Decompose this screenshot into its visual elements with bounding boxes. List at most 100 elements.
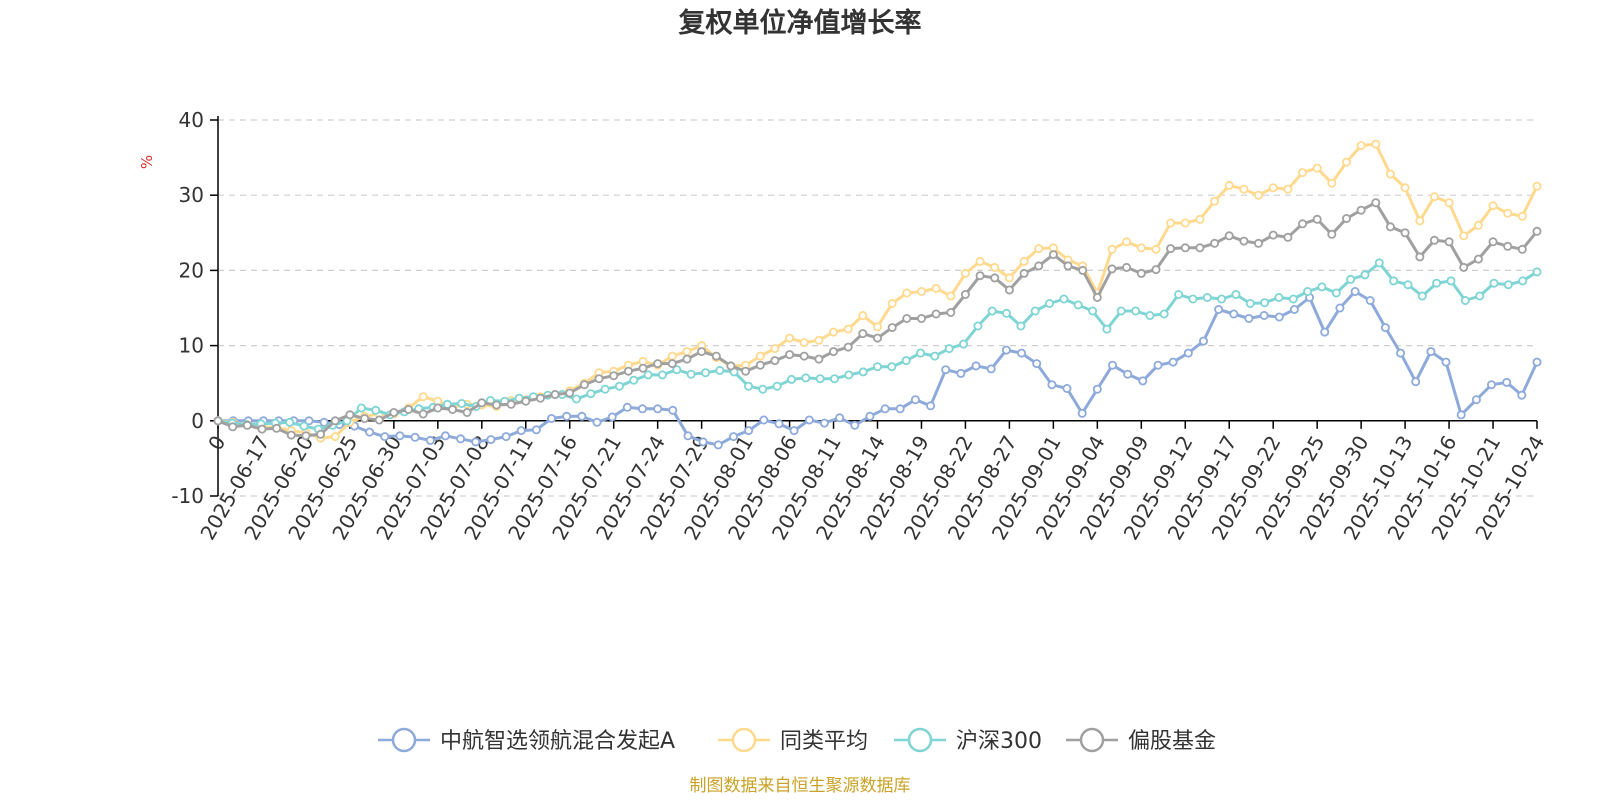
data-point <box>1019 256 1029 266</box>
data-point <box>607 412 617 422</box>
data-point <box>1400 183 1410 193</box>
data-point <box>1488 201 1498 211</box>
data-point <box>1487 380 1497 390</box>
data-point <box>389 407 399 417</box>
data-point <box>374 415 384 425</box>
data-point <box>1460 295 1470 305</box>
data-point <box>1145 310 1155 320</box>
data-point <box>1532 181 1542 191</box>
data-point <box>257 424 267 434</box>
data-point <box>830 374 840 384</box>
data-point <box>1268 183 1278 193</box>
data-point <box>486 435 496 445</box>
data-point <box>1432 278 1442 288</box>
data-point <box>804 415 814 425</box>
data-point <box>638 363 648 373</box>
data-point <box>1136 243 1146 253</box>
data-point <box>1356 205 1366 215</box>
data-point <box>755 351 765 361</box>
legend-item[interactable]: 偏股基金 <box>1066 727 1216 754</box>
data-point <box>829 327 839 337</box>
data-point <box>946 307 956 317</box>
data-point <box>1183 348 1193 358</box>
data-point <box>395 431 405 441</box>
data-point <box>1371 139 1381 149</box>
data-point <box>506 399 516 409</box>
x-tick-label: 0 <box>203 431 230 454</box>
data-point <box>1195 243 1205 253</box>
legend-item[interactable]: 同类平均 <box>718 727 868 754</box>
data-point <box>653 359 663 369</box>
data-point <box>1426 347 1436 357</box>
data-point <box>755 360 765 370</box>
data-point <box>1400 228 1410 238</box>
legend-label: 沪深300 <box>956 729 1042 754</box>
data-point <box>1032 359 1042 369</box>
data-point <box>843 324 853 334</box>
data-point <box>447 404 457 414</box>
data-point <box>1532 357 1542 367</box>
data-point <box>1102 324 1112 334</box>
data-point <box>698 437 708 447</box>
data-point <box>1002 308 1012 318</box>
data-point <box>1475 291 1485 301</box>
data-point <box>1415 216 1425 226</box>
legend-item[interactable]: 沪深300 <box>894 727 1042 754</box>
data-point <box>744 426 754 436</box>
data-point <box>1327 229 1337 239</box>
data-point <box>1298 219 1308 229</box>
data-point <box>1288 294 1298 304</box>
data-point <box>843 342 853 352</box>
data-point <box>345 410 355 420</box>
data-point <box>462 407 472 417</box>
data-point <box>1202 292 1212 302</box>
data-point <box>571 394 581 404</box>
data-point <box>1518 276 1528 286</box>
data-point <box>895 404 905 414</box>
data-point <box>1331 288 1341 298</box>
data-point <box>1092 292 1102 302</box>
data-point <box>865 411 875 421</box>
data-point <box>901 356 911 366</box>
data-point <box>711 351 721 361</box>
data-point <box>975 271 985 281</box>
data-point <box>418 392 428 402</box>
data-point <box>1283 184 1293 194</box>
data-point <box>873 333 883 343</box>
data-point <box>1131 306 1141 316</box>
y-tick-labels: -10 0 10 20 30 40 <box>171 108 218 508</box>
legend-label: 中航智选领航混合发起A <box>440 729 675 754</box>
data-point <box>1385 169 1395 179</box>
data-point <box>1224 231 1234 241</box>
legend-label: 同类平均 <box>780 729 868 754</box>
data-point <box>1210 196 1220 206</box>
data-point <box>759 415 769 425</box>
data-point <box>1188 294 1198 304</box>
data-point <box>726 361 736 371</box>
data-point <box>1245 298 1255 308</box>
data-point <box>1059 294 1069 304</box>
data-point <box>1312 163 1322 173</box>
legend-circle-marker <box>731 727 757 753</box>
data-point <box>973 321 983 331</box>
data-point <box>242 420 252 430</box>
data-point <box>1073 300 1083 310</box>
data-point <box>844 370 854 380</box>
data-point <box>501 432 511 442</box>
data-point <box>471 437 481 447</box>
data-point <box>801 373 811 383</box>
legend-item[interactable]: 中航智选领航混合发起A <box>378 727 675 754</box>
data-point <box>873 322 883 332</box>
data-point <box>787 374 797 384</box>
data-point <box>926 401 936 411</box>
data-point <box>316 429 326 439</box>
data-point <box>1180 218 1190 228</box>
data-point <box>1116 306 1126 316</box>
data-point <box>1078 265 1088 275</box>
data-point <box>380 432 390 442</box>
data-point <box>1016 321 1026 331</box>
data-point <box>956 368 966 378</box>
data-point <box>1488 237 1498 247</box>
data-point <box>941 365 951 375</box>
data-point <box>330 416 340 426</box>
